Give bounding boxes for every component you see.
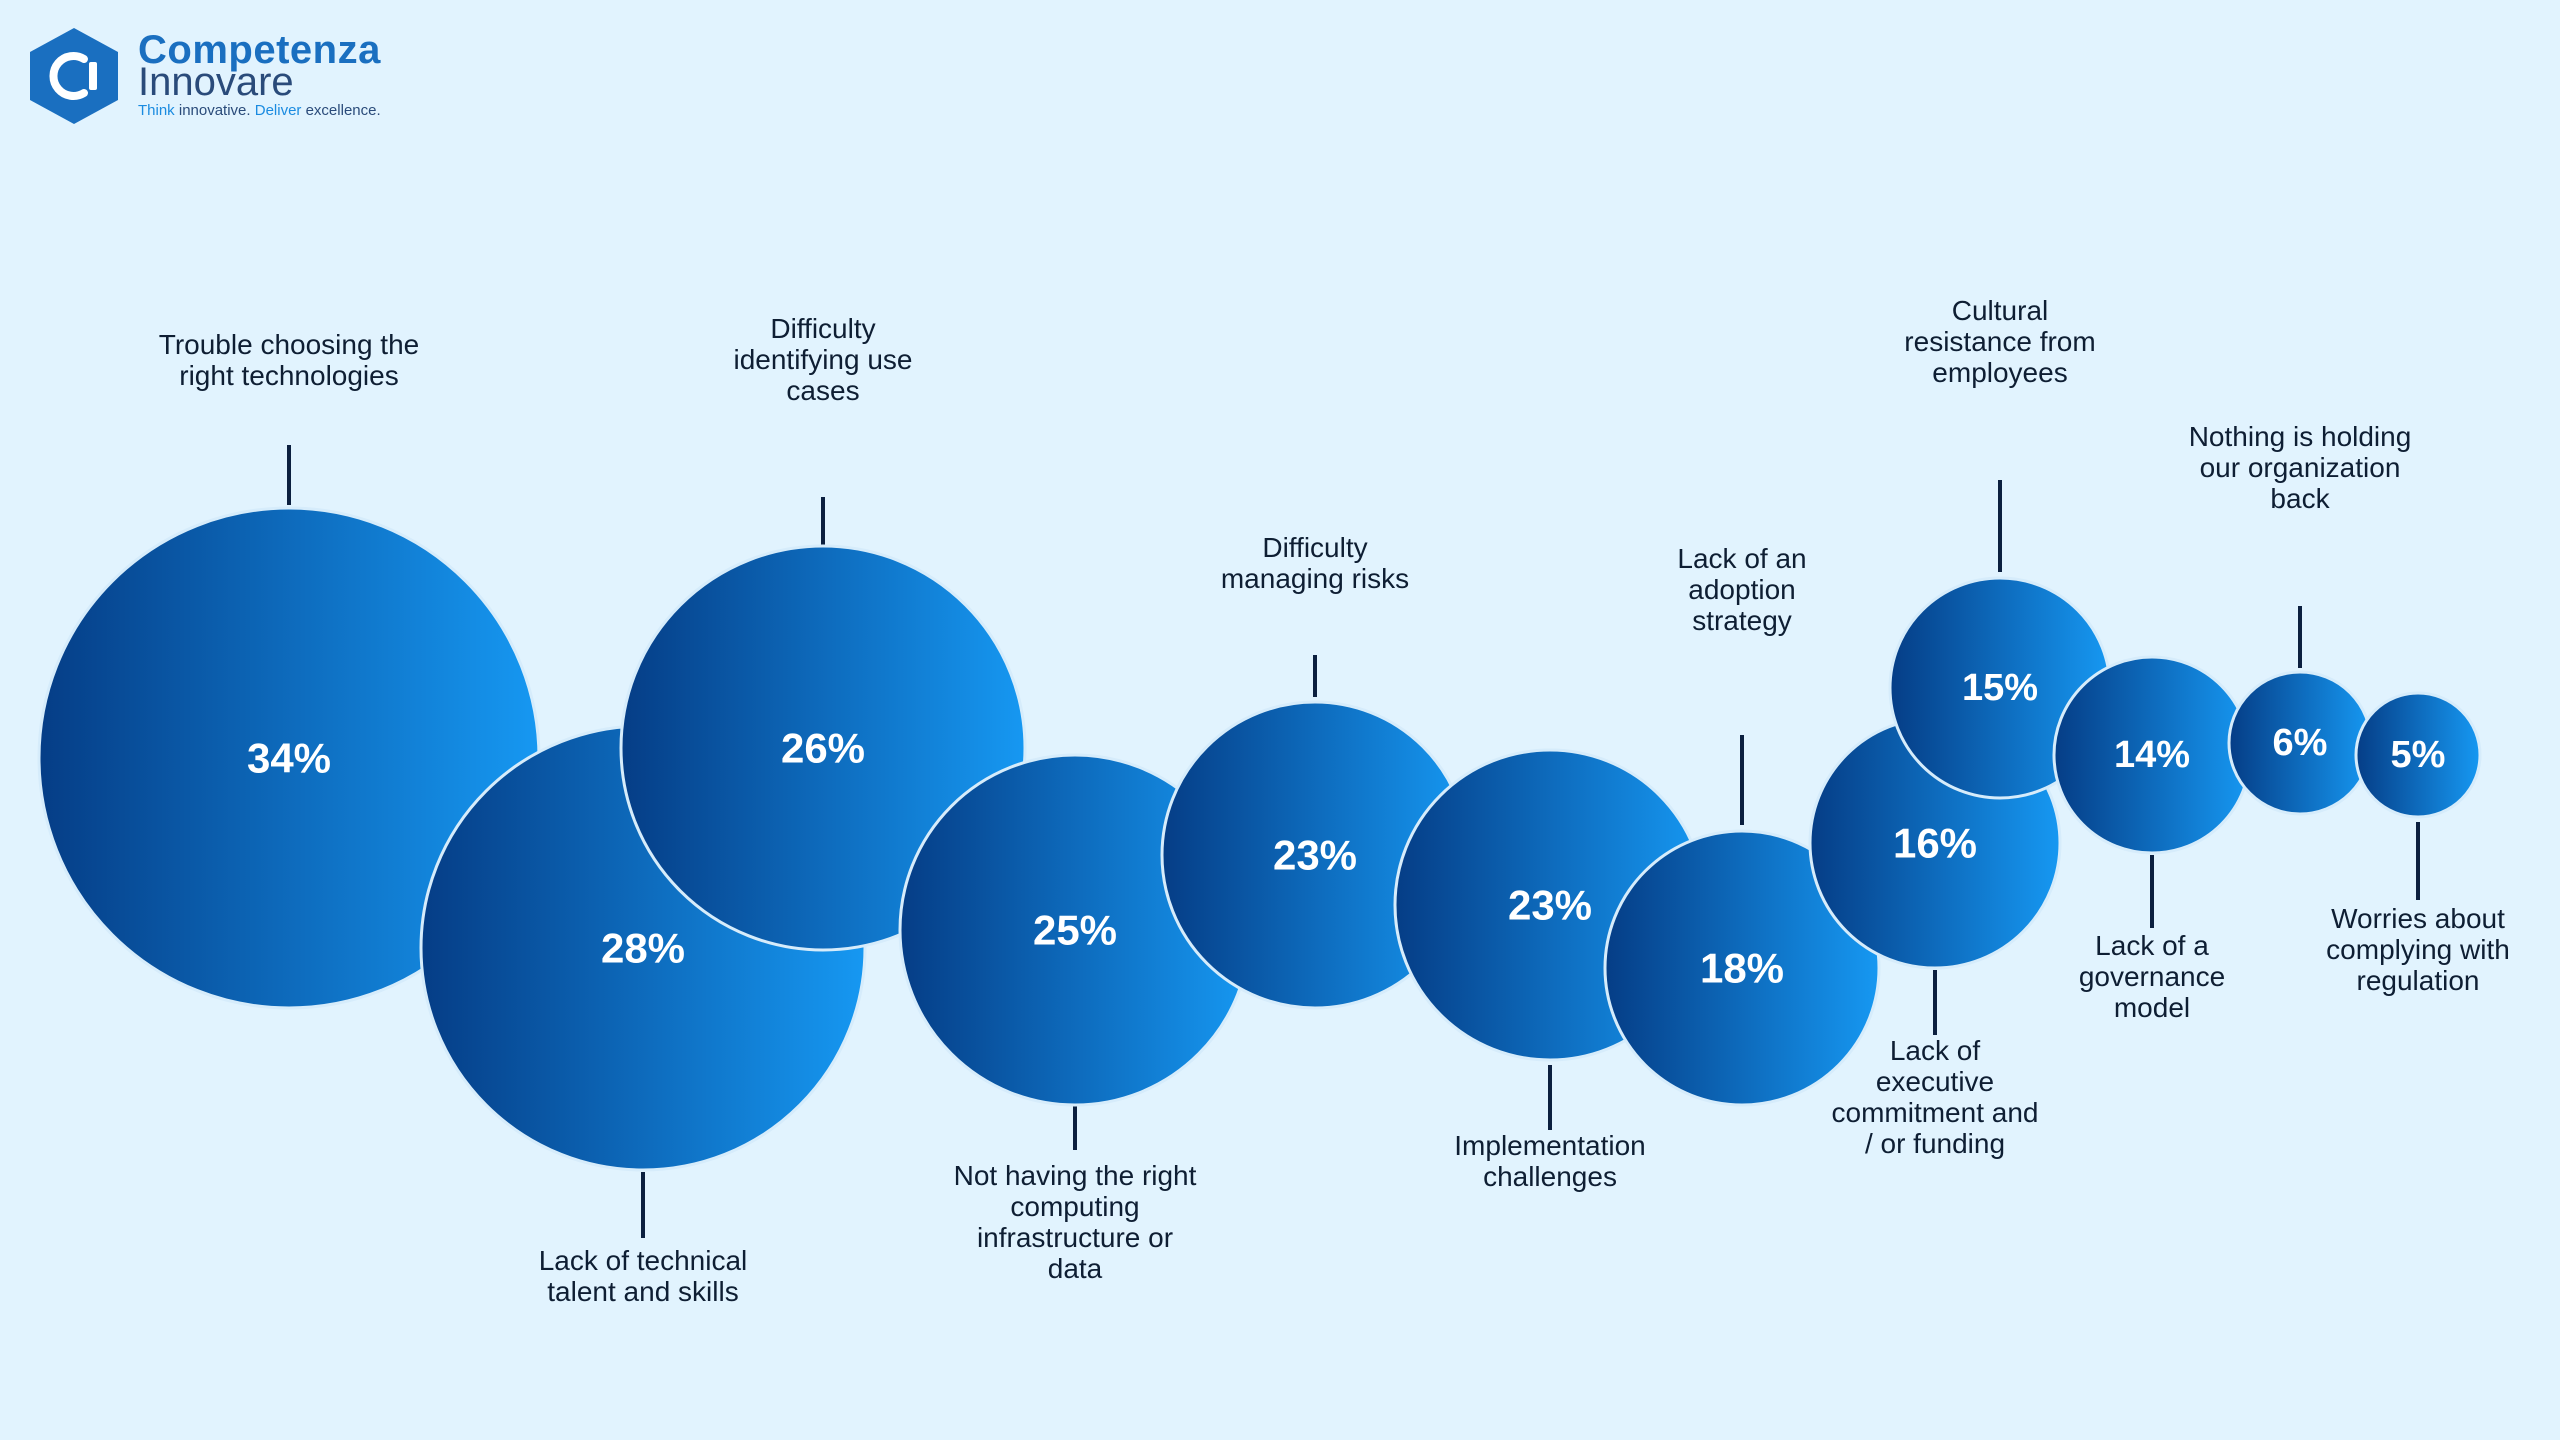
value-label-nothing-is-holding-our-organization-back: 6% bbox=[2273, 722, 2328, 764]
value-label-lack-of-an-adoption-strategy: 18% bbox=[1700, 945, 1784, 992]
category-label-worries-about-complying-with-regulation: Worries about complying with regulation bbox=[2326, 903, 2510, 996]
value-label-not-having-the-right-computing-infrastructure-or-data: 25% bbox=[1033, 907, 1117, 954]
value-label-worries-about-complying-with-regulation: 5% bbox=[2391, 734, 2446, 776]
tagline-excellence: excellence. bbox=[301, 102, 381, 119]
category-label-difficulty-managing-risks: Difficulty managing risks bbox=[1221, 532, 1409, 594]
tagline-think: Think bbox=[138, 102, 175, 119]
connector-lines bbox=[287, 445, 2420, 1238]
category-label-implementation-challenges: Implementation challenges bbox=[1454, 1130, 1645, 1192]
category-label-lack-of-a-governance-model: Lack of a governance model bbox=[2079, 930, 2225, 1023]
brand-tagline: Think innovative. Deliver excellence. bbox=[138, 102, 381, 119]
category-label-lack-of-technical-talent-and-skills: Lack of technical talent and skills bbox=[539, 1245, 748, 1307]
bubble-lack-of-an-adoption-strategy bbox=[1603, 829, 1881, 1107]
tagline-deliver: Deliver bbox=[254, 102, 302, 119]
value-label-lack-of-a-governance-model: 14% bbox=[2114, 734, 2190, 776]
value-label-lack-of-executive-commitment-and-or-funding: 16% bbox=[1893, 820, 1977, 867]
category-label-nothing-is-holding-our-organization-back: Nothing is holding our organization back bbox=[2189, 421, 2412, 514]
category-label-trouble-choosing-the-right-technologies: Trouble choosing the right technologies bbox=[159, 329, 419, 391]
tagline-innovative: innovative. bbox=[174, 102, 255, 119]
value-label-cultural-resistance-from-employees: 15% bbox=[1962, 667, 2038, 709]
value-label-difficulty-managing-risks: 23% bbox=[1273, 832, 1357, 879]
value-label-lack-of-technical-talent-and-skills: 28% bbox=[601, 925, 685, 972]
category-label-not-having-the-right-computing-infrastructure-or-data: Not having the right computing infrastruct… bbox=[954, 1160, 1197, 1284]
bubble-worries-about-complying-with-regulation bbox=[2354, 691, 2482, 819]
value-label-trouble-choosing-the-right-technologies: 34% bbox=[247, 735, 331, 782]
brand-name-line1: Competenza bbox=[138, 28, 381, 72]
company-logo: Competenza Innovare Think innovative. De… bbox=[26, 26, 426, 126]
value-label-difficulty-identifying-use-cases: 26% bbox=[781, 725, 865, 772]
bubbles-group: 34% 28% 26% 25% 23% 23% 18% 16% 15% 14% 6% 5% bbox=[37, 506, 2482, 1172]
category-label-cultural-resistance-from-employees: Cultural resistance from employees bbox=[1904, 295, 2095, 388]
hexagon-logo-icon bbox=[30, 28, 118, 124]
category-label-difficulty-identifying-use-cases: Difficulty identifying use cases bbox=[733, 313, 912, 406]
category-label-lack-of-executive-commitment-and-or-funding: Lack of executive commitment and / or fundi… bbox=[1832, 1035, 2039, 1159]
brand-name-line2: Innovare bbox=[138, 60, 294, 104]
value-label-implementation-challenges: 23% bbox=[1508, 882, 1592, 929]
category-label-lack-of-an-adoption-strategy: Lack of an adoption strategy bbox=[1677, 543, 1806, 636]
category-labels: Trouble choosing the right technologies La… bbox=[159, 295, 2510, 1307]
